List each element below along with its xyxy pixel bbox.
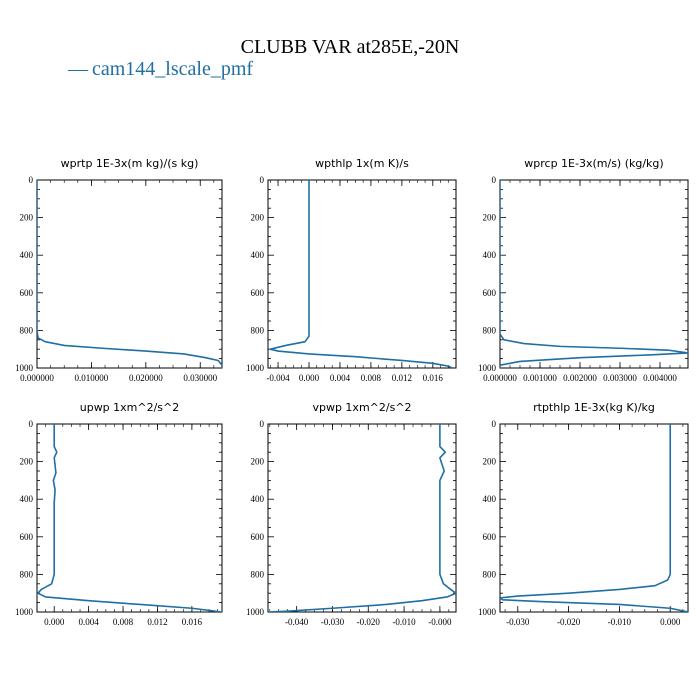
x-tick-label: 0.016 xyxy=(423,373,444,383)
panel-title: upwp 1xm^2/s^2 xyxy=(80,401,180,414)
series-line xyxy=(500,424,688,612)
y-tick-label: 800 xyxy=(20,569,34,579)
x-tick-label: -0.020 xyxy=(557,617,581,627)
panel-title: vpwp 1xm^2/s^2 xyxy=(312,401,411,414)
x-tick-label: 0.012 xyxy=(147,617,167,627)
x-tick-label: 0.001000 xyxy=(523,373,557,383)
x-tick-label: 0.000 xyxy=(299,373,320,383)
y-tick-label: 400 xyxy=(20,250,34,260)
y-tick-label: 600 xyxy=(483,288,497,298)
x-tick-label: 0.016 xyxy=(182,617,203,627)
y-tick-label: 800 xyxy=(483,569,497,579)
series-line xyxy=(268,424,456,612)
y-tick-label: 200 xyxy=(483,213,497,223)
series-line xyxy=(37,424,222,612)
y-tick-label: 0 xyxy=(260,419,265,429)
y-tick-label: 600 xyxy=(20,532,34,542)
y-tick-label: 200 xyxy=(251,213,265,223)
y-tick-label: 0 xyxy=(492,419,497,429)
series-line xyxy=(269,180,453,368)
legend-line-swatch: — xyxy=(68,58,88,80)
y-tick-label: 600 xyxy=(251,288,265,298)
y-tick-label: 400 xyxy=(251,494,265,504)
y-tick-label: 0 xyxy=(260,175,265,185)
y-tick-label: 200 xyxy=(251,457,265,467)
y-tick-label: 1000 xyxy=(478,363,497,373)
panel-3: wprcp 1E-3x(m/s) (kg/kg) 0 200 400 600 800 100… xyxy=(478,157,689,383)
x-tick-label: 0.012 xyxy=(392,373,412,383)
y-tick-label: 800 xyxy=(251,569,265,579)
y-tick-label: 400 xyxy=(483,494,497,504)
panel-4: upwp 1xm^2/s^2 0 200 400 600 800 1000 0.000 0.00… xyxy=(15,401,223,627)
x-tick-label: -0.020 xyxy=(357,617,381,627)
y-tick-label: 600 xyxy=(20,288,34,298)
panel-frame xyxy=(36,179,223,369)
panel-title: wprtp 1E-3x(m kg)/(s kg) xyxy=(61,157,199,170)
x-tick-label: -0.000 xyxy=(428,617,452,627)
panel-frame xyxy=(267,423,457,613)
y-tick-label: 400 xyxy=(251,250,265,260)
x-tick-label: 0.004 xyxy=(79,617,100,627)
x-tick-label: -0.030 xyxy=(321,617,345,627)
panel-6: rtpthlp 1E-3x(kg K)/kg02004006008001000-… xyxy=(478,401,689,627)
x-tick-label: -0.030 xyxy=(506,617,530,627)
series-line xyxy=(500,180,688,368)
y-tick-label: 1000 xyxy=(246,607,265,617)
x-tick-label: 0.010000 xyxy=(75,373,109,383)
y-tick-label: 600 xyxy=(251,532,265,542)
y-tick-label: 200 xyxy=(483,457,497,467)
y-tick-label: 1000 xyxy=(246,363,265,373)
x-tick-label: 0.002000 xyxy=(563,373,597,383)
x-tick-label: 0.020000 xyxy=(129,373,163,383)
x-tick-label: -0.004 xyxy=(266,373,290,383)
y-tick-label: 0 xyxy=(29,175,34,185)
panel-frame xyxy=(267,179,457,369)
x-tick-label: 0.008 xyxy=(113,617,134,627)
x-tick-label: 0.004 xyxy=(330,373,351,383)
panel-5: vpwp 1xm^2/s^2 0 200 400 600 800 1000 -0.040 -0.… xyxy=(246,401,457,627)
panel-title: wprcp 1E-3x(m/s) (kg/kg) xyxy=(524,157,663,170)
y-tick-label: 200 xyxy=(20,213,34,223)
x-tick-label: 0.008 xyxy=(361,373,382,383)
series-line xyxy=(37,180,222,368)
y-tick-label: 800 xyxy=(251,325,265,335)
y-tick-label: 400 xyxy=(483,250,497,260)
x-tick-label: 0.000 xyxy=(44,617,65,627)
x-tick-label: -0.010 xyxy=(608,617,632,627)
panel-frame xyxy=(36,423,223,613)
x-tick-label: 0.003000 xyxy=(603,373,637,383)
x-tick-label: 0.000000 xyxy=(20,373,54,383)
figure-title: CLUBB VAR at285E,-20N xyxy=(240,36,460,58)
panel-1: wprtp 1E-3x(m kg)/(s kg) 0 200 400 600 800 100… xyxy=(15,157,223,383)
x-tick-label: 0.030000 xyxy=(183,373,217,383)
x-tick-label: 0.000000 xyxy=(483,373,517,383)
y-tick-label: 1000 xyxy=(15,363,34,373)
panel-frame xyxy=(499,179,689,369)
x-tick-label: -0.040 xyxy=(285,617,309,627)
y-tick-label: 0 xyxy=(492,175,497,185)
y-tick-label: 1000 xyxy=(478,607,497,617)
y-tick-label: 400 xyxy=(20,494,34,504)
y-tick-label: 800 xyxy=(20,325,34,335)
legend: — cam144_lscale_pmf xyxy=(68,58,253,81)
panel-title: wpthlp 1x(m K)/s xyxy=(315,157,409,170)
x-tick-label: 0.004000 xyxy=(643,373,677,383)
y-tick-label: 800 xyxy=(483,325,497,335)
y-tick-label: 0 xyxy=(29,419,34,429)
y-tick-label: 1000 xyxy=(15,607,34,617)
x-tick-label: 0.000 xyxy=(660,617,681,627)
panel-title: rtpthlp 1E-3x(kg K)/kg xyxy=(533,401,655,414)
y-tick-label: 600 xyxy=(483,532,497,542)
legend-label: cam144_lscale_pmf xyxy=(92,58,254,80)
x-tick-label: -0.010 xyxy=(392,617,416,627)
panel-2: wpthlp 1x(m K)/s 0 200 400 600 800 1000-0.004 0… xyxy=(246,157,457,383)
y-tick-label: 200 xyxy=(20,457,34,467)
